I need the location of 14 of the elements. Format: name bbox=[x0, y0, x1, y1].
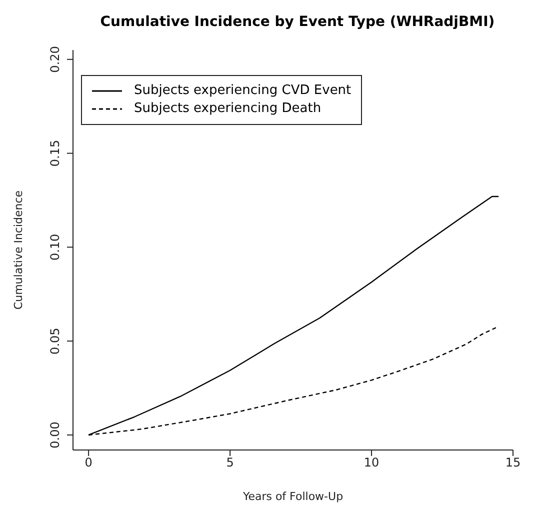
x-tick-label: 15 bbox=[505, 456, 521, 470]
y-axis-title: Cumulative Incidence bbox=[12, 190, 25, 310]
x-tick-label: 0 bbox=[84, 456, 92, 470]
y-tick-label: 0.20 bbox=[48, 46, 62, 73]
legend-label: Subjects experiencing CVD Event bbox=[134, 82, 352, 100]
legend-label: Subjects experiencing Death bbox=[134, 100, 322, 118]
y-tick-label: 0.05 bbox=[48, 328, 62, 354]
y-tick-label: 0.10 bbox=[48, 234, 62, 261]
chart-title: Cumulative Incidence by Event Type (WHRadjBMI) bbox=[99, 13, 496, 30]
x-tick-label: 5 bbox=[226, 456, 234, 470]
y-tick-label: 0.00 bbox=[48, 422, 62, 448]
x-axis-title: Years of Follow-Up bbox=[242, 490, 344, 503]
y-tick-label: 0.15 bbox=[48, 140, 62, 167]
x-tick-label: 10 bbox=[364, 456, 380, 470]
